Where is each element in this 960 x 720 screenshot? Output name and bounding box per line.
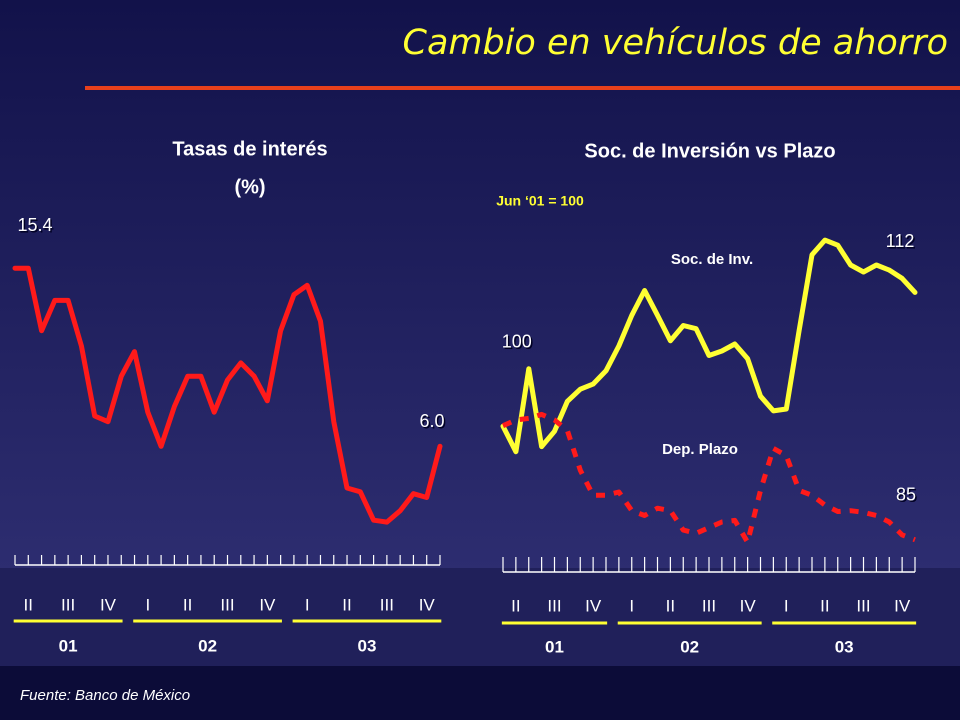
data-line: [12, 265, 443, 525]
x-tick-label: IV: [259, 595, 276, 614]
x-tick-label: IV: [100, 595, 117, 614]
x-tick-label: III: [380, 595, 394, 614]
x-tick-label: IV: [419, 595, 436, 614]
x-tick-label: II: [511, 596, 520, 615]
year-label: 03: [835, 637, 854, 656]
footer-band: [0, 666, 960, 720]
year-label: 01: [545, 637, 564, 656]
data-line: [500, 237, 918, 455]
x-tick-label: IV: [740, 596, 757, 615]
title-rule: [85, 86, 960, 90]
x-tick-label: III: [702, 596, 716, 615]
x-tick-label: II: [666, 596, 675, 615]
label-shadow: 15.4: [19, 216, 54, 236]
x-tick-label: IV: [894, 596, 911, 615]
charts: Tasas de interés(%)II III IV I II III IV I II III…: [12, 138, 918, 656]
data-label: 112: [886, 231, 915, 251]
x-tick-label: III: [220, 595, 234, 614]
x-tick-label: IV: [585, 596, 602, 615]
x-tick-label: I: [784, 596, 789, 615]
x-tick-label: III: [856, 596, 870, 615]
x-tick-label: I: [145, 595, 150, 614]
data-label: 15.4: [17, 215, 52, 235]
x-tick-label: II: [183, 595, 192, 614]
x-tick-label: I: [629, 596, 634, 615]
series-label: Dep. Plazo: [662, 441, 738, 458]
label-shadow: 6.0: [421, 413, 446, 433]
series-label: Soc. de Inv.: [671, 251, 753, 268]
year-label: 01: [59, 636, 78, 655]
label-shadow: 112: [887, 233, 916, 253]
chart-subtitle: (%): [234, 176, 265, 198]
source-note: Fuente: Banco de México: [20, 687, 190, 704]
x-tick-label: II: [24, 595, 33, 614]
axis-band: [0, 568, 960, 666]
chart-title: Soc. de Inversión vs Plazo: [584, 140, 835, 162]
label-shadow: 100: [503, 333, 533, 353]
slide-title: Cambio en vehículos de ahorro: [403, 23, 949, 63]
x-tick-label: I: [305, 595, 310, 614]
label-shadow: 85: [897, 486, 917, 506]
annotation: Jun ‘01 = 100: [496, 193, 584, 209]
data-label: 6.0: [419, 411, 444, 431]
year-label: 03: [357, 636, 376, 655]
x-tick-label: II: [342, 595, 351, 614]
year-label: 02: [198, 636, 217, 655]
x-tick-label: III: [547, 596, 561, 615]
x-tick-label: III: [61, 595, 75, 614]
year-label: 02: [680, 637, 699, 656]
x-tick-label: II: [820, 596, 829, 615]
data-label: 85: [896, 485, 916, 505]
data-label: 100: [502, 332, 532, 352]
chart-title: Tasas de interés: [172, 138, 327, 160]
